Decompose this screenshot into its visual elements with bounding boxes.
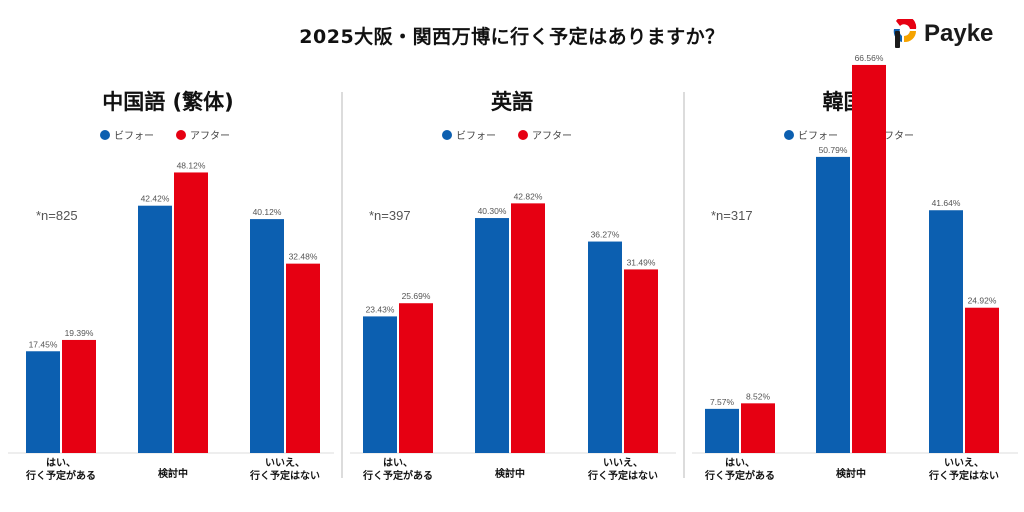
category-label: 検討中 bbox=[158, 467, 188, 480]
data-label: 19.39% bbox=[65, 328, 94, 338]
brand-logo: Payke bbox=[892, 16, 993, 52]
data-label: 25.69% bbox=[402, 291, 431, 301]
legend-swatch-before bbox=[442, 130, 452, 140]
brand-name: Payke bbox=[924, 20, 994, 47]
panel-title: 中国語 (繁体) bbox=[102, 90, 234, 114]
data-label: 40.12% bbox=[253, 207, 282, 217]
data-label: 8.52% bbox=[746, 391, 771, 401]
data-label: 42.82% bbox=[514, 191, 543, 201]
payke-logo-icon bbox=[893, 19, 917, 48]
bar-after bbox=[399, 303, 433, 453]
legend-swatch-before bbox=[784, 130, 794, 140]
data-label: 66.56% bbox=[855, 53, 884, 63]
bar-before bbox=[363, 316, 397, 453]
legend-label-after: アフター bbox=[532, 130, 572, 142]
legend-label-before: ビフォー bbox=[456, 130, 496, 142]
bar-before bbox=[26, 351, 60, 453]
category-label: 行く予定がある bbox=[704, 469, 775, 482]
category-label: はい、 bbox=[725, 457, 755, 469]
data-label: 23.43% bbox=[366, 304, 395, 314]
sample-size-note: *n=317 bbox=[711, 208, 753, 223]
category-label: はい、 bbox=[383, 457, 413, 469]
bar-before bbox=[588, 241, 622, 453]
data-label: 36.27% bbox=[591, 230, 620, 240]
data-label: 41.64% bbox=[932, 198, 961, 208]
data-label: 48.12% bbox=[177, 160, 206, 170]
bar-after bbox=[852, 64, 886, 453]
data-label: 7.57% bbox=[710, 397, 735, 407]
data-label: 32.48% bbox=[289, 252, 318, 262]
bar-before bbox=[929, 210, 963, 453]
data-label: 31.49% bbox=[627, 257, 656, 267]
bar-before bbox=[816, 156, 850, 454]
category-label: 行く予定がある bbox=[25, 469, 96, 482]
legend-label-before: ビフォー bbox=[798, 130, 838, 142]
bar-after bbox=[286, 263, 320, 453]
data-label: 50.79% bbox=[819, 145, 848, 155]
category-label: 検討中 bbox=[836, 467, 866, 480]
bar-after bbox=[174, 172, 208, 454]
bar-after bbox=[965, 307, 999, 453]
category-label: 行く予定がある bbox=[362, 469, 433, 482]
category-label: いいえ、 bbox=[603, 457, 643, 469]
data-label: 24.92% bbox=[968, 296, 997, 306]
sample-size-note: *n=825 bbox=[36, 208, 78, 223]
legend-label-after: アフター bbox=[190, 130, 230, 142]
legend-swatch-before bbox=[100, 130, 110, 140]
page-title: 2025大阪・関西万博に行く予定はありますか？ bbox=[299, 26, 725, 48]
category-label: 行く予定はない bbox=[587, 469, 658, 482]
bar-after bbox=[511, 203, 545, 453]
category-label: はい、 bbox=[46, 457, 76, 469]
bar-before bbox=[705, 408, 739, 453]
legend-swatch-after bbox=[176, 130, 186, 140]
bar-after bbox=[62, 339, 96, 453]
bar-after bbox=[741, 403, 775, 453]
data-label: 40.30% bbox=[478, 206, 507, 216]
data-label: 17.45% bbox=[29, 339, 58, 349]
legend-label-before: ビフォー bbox=[114, 130, 154, 142]
data-label: 42.42% bbox=[141, 194, 170, 204]
bar-before bbox=[138, 205, 172, 453]
bar-after bbox=[624, 269, 658, 453]
category-label: 行く予定はない bbox=[928, 469, 999, 482]
category-label: 行く予定はない bbox=[249, 469, 320, 482]
bar-before bbox=[250, 219, 284, 453]
bar-before bbox=[475, 218, 509, 453]
panel-title: 英語 bbox=[491, 90, 533, 114]
sample-size-note: *n=397 bbox=[369, 208, 411, 223]
legend-swatch-after bbox=[518, 130, 528, 140]
category-label: 検討中 bbox=[495, 467, 525, 480]
category-label: いいえ、 bbox=[265, 457, 305, 469]
category-label: いいえ、 bbox=[944, 457, 984, 469]
